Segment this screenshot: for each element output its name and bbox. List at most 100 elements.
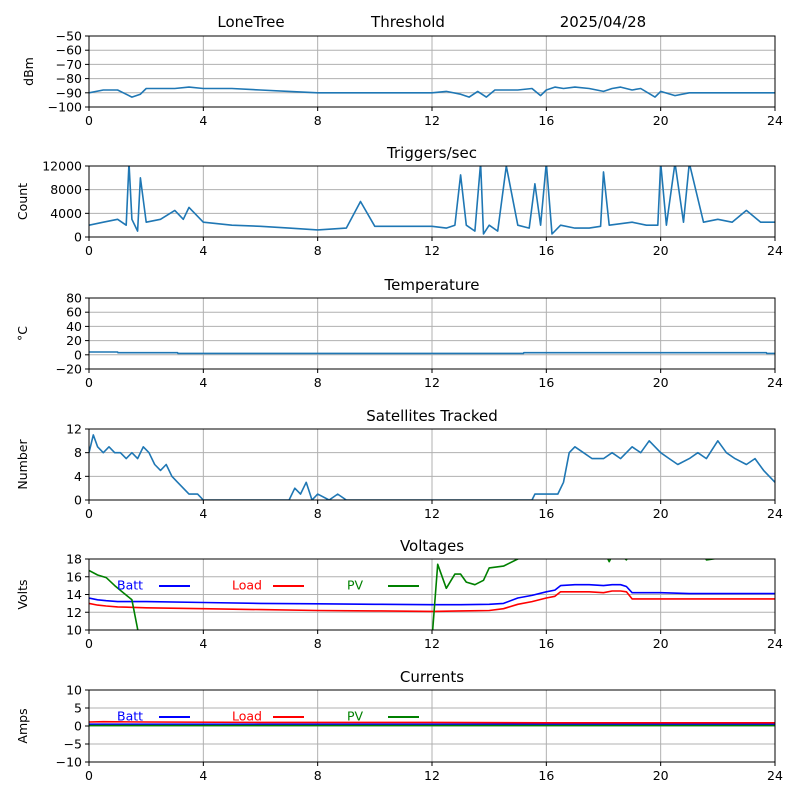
series-line-0 — [89, 166, 775, 235]
x-tick-label: 16 — [538, 375, 554, 390]
y-tick-label: −50 — [56, 29, 82, 44]
x-tick-label: 4 — [199, 506, 207, 521]
x-tick-label: 20 — [653, 375, 669, 390]
x-tick-label: 8 — [314, 243, 322, 258]
x-tick-label: 24 — [767, 768, 783, 783]
y-tick-label: 0 — [74, 719, 82, 734]
panel-5: 0 4 8 12 16 20 24 −10 −5 0 5 10 Currents Amps Batt Load… — [15, 668, 783, 783]
y-tick-label: −10 — [56, 755, 82, 770]
x-tick-label: 16 — [538, 768, 554, 783]
x-tick-label: 20 — [653, 506, 669, 521]
x-tick-label: 24 — [767, 243, 783, 258]
x-tick-label: 8 — [314, 375, 322, 390]
x-tick-label: 24 — [767, 113, 783, 128]
x-tick-label: 4 — [199, 375, 207, 390]
y-axis-label: Amps — [15, 708, 30, 743]
y-tick-label: −100 — [48, 100, 82, 115]
legend-label-pv: PV — [347, 709, 364, 724]
panel-title: Currents — [400, 668, 464, 686]
header-date: 2025/04/28 — [560, 13, 646, 31]
y-tick-label: 10 — [66, 683, 82, 698]
series-group — [89, 559, 775, 630]
series-group — [89, 434, 775, 500]
x-tick-label: 20 — [653, 113, 669, 128]
y-axis-label: Volts — [15, 579, 30, 609]
y-tick-label: 8 — [74, 445, 82, 460]
x-tick-label: 16 — [538, 506, 554, 521]
x-tick-label: 24 — [767, 375, 783, 390]
x-tick-label: 0 — [85, 375, 93, 390]
y-tick-label: 5 — [74, 701, 82, 716]
x-tick-label: 24 — [767, 636, 783, 651]
series-line-0 — [89, 434, 775, 500]
y-tick-label: 40 — [66, 319, 82, 334]
x-tick-label: 4 — [199, 768, 207, 783]
y-axis-label: °C — [15, 326, 30, 341]
panel-1: 0 4 8 12 16 20 24 0 4000 8000 12000 Triggers/sec Cou… — [15, 144, 783, 258]
y-axis-label: Number — [15, 439, 30, 490]
x-tick-label: 20 — [653, 636, 669, 651]
y-tick-label: 18 — [66, 552, 82, 567]
series-line-0 — [89, 351, 775, 355]
series-line-pv — [89, 559, 719, 630]
series-group — [89, 720, 775, 727]
panel-title: Satellites Tracked — [366, 407, 497, 425]
y-tick-label: 20 — [66, 333, 82, 348]
y-tick-label: 12000 — [42, 159, 82, 174]
header-mode: Threshold — [370, 13, 445, 31]
x-tick-label: 12 — [424, 243, 440, 258]
x-tick-label: 8 — [314, 113, 322, 128]
x-tick-label: 4 — [199, 113, 207, 128]
y-tick-label: 0 — [74, 493, 82, 508]
legend-label-load: Load — [232, 578, 262, 593]
y-tick-label: 80 — [66, 291, 82, 306]
y-tick-label: 12 — [66, 422, 82, 437]
panel-title: Voltages — [400, 537, 464, 555]
y-tick-label: −5 — [64, 737, 82, 752]
x-tick-label: 12 — [424, 375, 440, 390]
y-axis-label: dBm — [21, 57, 36, 86]
y-tick-label: −20 — [56, 362, 82, 377]
y-tick-label: −60 — [56, 43, 82, 58]
x-tick-label: 0 — [85, 768, 93, 783]
x-tick-label: 0 — [85, 636, 93, 651]
series-group — [89, 86, 775, 98]
series-group — [89, 166, 775, 235]
y-tick-label: 4 — [74, 469, 82, 484]
x-tick-label: 0 — [85, 506, 93, 521]
y-tick-label: −90 — [56, 85, 82, 100]
x-tick-label: 8 — [314, 636, 322, 651]
x-tick-label: 8 — [314, 768, 322, 783]
y-tick-label: 8000 — [50, 182, 82, 197]
legend-label-load: Load — [232, 709, 262, 724]
series-line-0 — [89, 86, 775, 98]
y-tick-label: 0 — [74, 230, 82, 245]
x-tick-label: 12 — [424, 506, 440, 521]
panel-title: Temperature — [383, 276, 479, 294]
y-tick-label: 60 — [66, 305, 82, 320]
x-tick-label: 0 — [85, 113, 93, 128]
x-tick-label: 12 — [424, 768, 440, 783]
x-tick-label: 12 — [424, 113, 440, 128]
x-tick-label: 4 — [199, 243, 207, 258]
legend-label-batt: Batt — [117, 578, 143, 593]
x-tick-label: 16 — [538, 243, 554, 258]
x-tick-label: 4 — [199, 636, 207, 651]
header-station: LoneTree — [217, 13, 284, 31]
y-tick-label: 0 — [74, 347, 82, 362]
y-tick-label: 4000 — [50, 206, 82, 221]
panel-title: Triggers/sec — [386, 144, 477, 162]
series-line-load — [89, 720, 775, 724]
x-tick-label: 20 — [653, 768, 669, 783]
panel-4: 0 4 8 12 16 20 24 10 12 14 16 18 Voltages Volts Batt Lo… — [15, 537, 783, 651]
x-tick-label: 20 — [653, 243, 669, 258]
panel-0: 0 4 8 12 16 20 24 −100−90−80−70−60−50 dBm — [21, 29, 783, 129]
y-tick-label: −70 — [56, 57, 82, 72]
y-axis-label: Count — [15, 183, 30, 220]
series-line-load — [89, 590, 775, 613]
series-line-batt — [89, 583, 775, 606]
y-tick-label: −80 — [56, 71, 82, 86]
y-tick-label: 14 — [66, 587, 82, 602]
